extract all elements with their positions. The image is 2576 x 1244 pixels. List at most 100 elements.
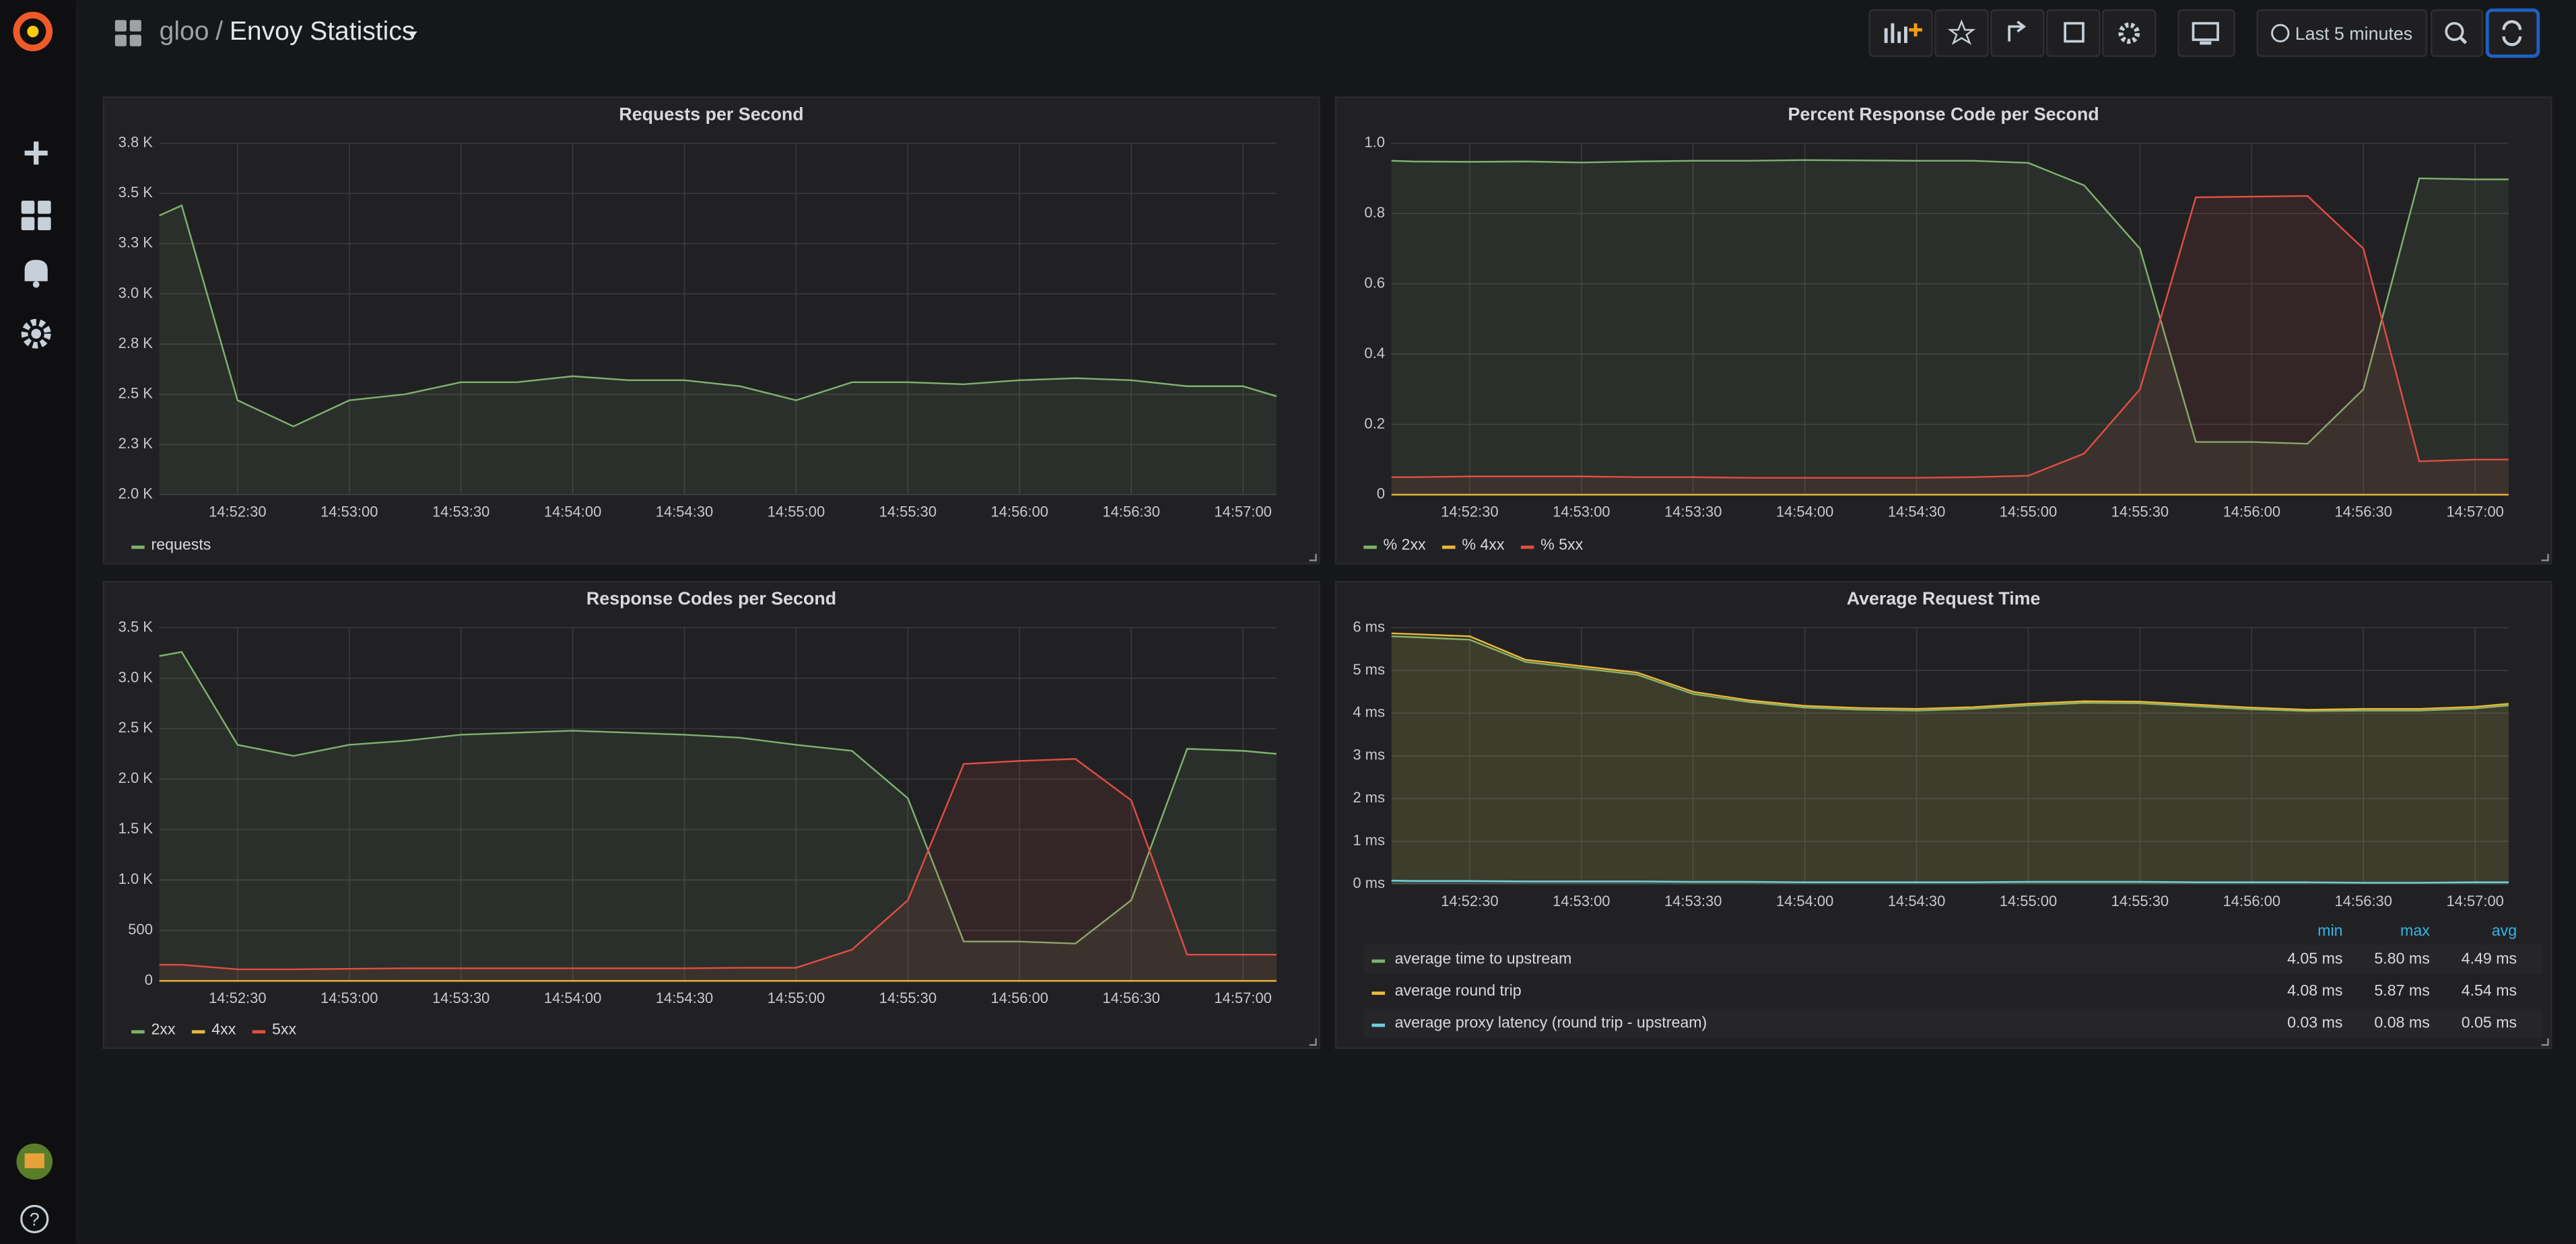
series-line <box>159 651 1277 944</box>
series-line <box>1391 632 2509 711</box>
folder-name[interactable]: gloo <box>160 18 209 46</box>
x-tick-label: 14:56:30 <box>2335 893 2392 909</box>
legend-label: % 2xx <box>1384 536 1427 553</box>
y-tick-label: 6 ms <box>1353 618 1385 635</box>
resize-handle <box>2541 1038 2549 1046</box>
configuration-icon[interactable] <box>21 318 51 349</box>
y-tick-label: 2.0 K <box>118 485 154 502</box>
y-tick-label: 0 ms <box>1353 874 1385 891</box>
help-label[interactable]: ? <box>30 1209 40 1229</box>
y-tick-label: 0 <box>145 971 153 988</box>
y-tick-label: 5 ms <box>1353 661 1385 678</box>
user-avatar[interactable] <box>16 1143 53 1180</box>
x-tick-label: 14:56:00 <box>991 990 1048 1006</box>
share-button[interactable] <box>1990 9 2045 57</box>
area-fill <box>159 652 1277 981</box>
x-tick-label: 14:56:30 <box>1102 504 1159 520</box>
panel-title: Response Codes per Second <box>586 588 836 609</box>
legend-stat: 5.87 ms <box>2374 981 2429 999</box>
x-tick-label: 14:55:30 <box>2111 504 2169 520</box>
tv-mode-button[interactable] <box>2177 9 2235 57</box>
add-icon[interactable] <box>24 141 48 165</box>
zoom-out-button[interactable] <box>2431 9 2484 57</box>
x-tick-label: 14:53:30 <box>1664 504 1722 520</box>
panel-title: Percent Response Code per Second <box>1788 104 2099 124</box>
y-tick-label: 2.5 K <box>118 385 154 402</box>
dashboards-icon[interactable] <box>21 201 51 231</box>
x-tick-label: 14:54:00 <box>1776 504 1833 520</box>
separator: / <box>215 18 223 46</box>
x-tick-label: 14:57:00 <box>1214 990 1271 1006</box>
x-tick-label: 14:57:00 <box>2446 893 2503 909</box>
panels: Requests per Second 2.0 K 2.3 K 2.5 K 2.8 K 3… <box>102 96 2552 1049</box>
legend-stat: 4.05 ms <box>2287 950 2342 967</box>
legend-label: 4xx <box>211 1020 236 1037</box>
series-line <box>1391 879 2509 884</box>
dashboard-title[interactable]: Envoy Statistics <box>230 18 415 46</box>
x-tick-label: 14:52:30 <box>209 990 266 1006</box>
legend-stat: 0.03 ms <box>2287 1014 2342 1031</box>
y-tick-label: 0.4 <box>1364 345 1385 361</box>
settings-button[interactable] <box>2102 9 2157 57</box>
y-tick-label: 2.3 K <box>118 435 154 452</box>
breadcrumb[interactable]: gloo / Envoy Statistics <box>160 18 415 46</box>
y-tick-label: 3.0 K <box>118 284 154 301</box>
dashboard-grid-icon[interactable] <box>114 20 141 46</box>
y-tick-label: 1.0 K <box>118 870 154 887</box>
help-icon[interactable] <box>20 1204 49 1234</box>
x-tick-label: 14:52:30 <box>1441 893 1498 909</box>
legend-label: requests <box>151 536 211 553</box>
series-line <box>1391 635 2509 712</box>
area-fill <box>1391 633 2509 885</box>
y-tick-label: 3 ms <box>1353 747 1385 763</box>
area-fill <box>1391 880 2509 885</box>
legend-stat: 4.08 ms <box>2287 981 2342 999</box>
x-tick-label: 14:57:00 <box>1214 504 1271 520</box>
y-tick-label: 1.5 K <box>118 820 154 837</box>
legend-label: % 5xx <box>1540 536 1584 553</box>
x-tick-label: 14:57:00 <box>2446 504 2503 520</box>
series-line <box>159 204 1277 427</box>
y-tick-label: 2.8 K <box>118 335 154 351</box>
x-tick-label: 14:55:30 <box>879 990 937 1006</box>
toolbar <box>1868 8 2540 58</box>
save-button[interactable] <box>2046 9 2101 57</box>
area-fill <box>159 205 1277 495</box>
legend-label: % 4xx <box>1462 536 1505 553</box>
y-tick-label: 3.8 K <box>118 134 154 151</box>
legend-stat: 0.05 ms <box>2462 1014 2517 1031</box>
legend-stat: 5.80 ms <box>2374 950 2429 967</box>
legend-stat: 4.54 ms <box>2462 981 2517 999</box>
toolbar-icons <box>1884 19 2522 46</box>
area-fill <box>159 759 1277 981</box>
legend-label: average time to upstream <box>1395 950 1572 967</box>
time-range-label[interactable]: Last 5 minutes <box>2295 24 2412 44</box>
y-tick-label: 1.0 <box>1364 134 1385 151</box>
y-tick-label: 2.0 K <box>118 769 154 786</box>
x-tick-label: 14:56:30 <box>1102 990 1159 1006</box>
legend-label: average proxy latency (round trip - upst… <box>1395 1014 1707 1031</box>
y-tick-label: 2.5 K <box>118 719 154 736</box>
y-tick-label: 1 ms <box>1353 832 1385 849</box>
y-tick-label: 4 ms <box>1353 703 1385 720</box>
x-tick-label: 14:54:30 <box>656 990 713 1006</box>
x-tick-label: 14:56:00 <box>2223 893 2280 909</box>
legend-label: 2xx <box>151 1020 175 1037</box>
x-tick-label: 14:55:30 <box>879 504 937 520</box>
time-picker-button[interactable] <box>2256 9 2428 57</box>
panel-title: Requests per Second <box>619 104 803 124</box>
x-tick-label: 14:52:30 <box>209 504 266 520</box>
y-tick-label: 3.5 K <box>118 184 154 201</box>
y-tick-label: 0.6 <box>1364 274 1385 291</box>
grafana-logo[interactable] <box>13 11 53 52</box>
title-caret[interactable] <box>407 31 417 38</box>
x-tick-label: 14:54:00 <box>544 504 601 520</box>
alerting-icon[interactable] <box>24 259 48 288</box>
y-tick-label: 0 <box>1377 485 1385 502</box>
series-line <box>159 758 1277 971</box>
star-button[interactable] <box>1934 9 1989 57</box>
x-tick-label: 14:54:30 <box>656 504 713 520</box>
refresh-button[interactable] <box>2485 8 2540 58</box>
